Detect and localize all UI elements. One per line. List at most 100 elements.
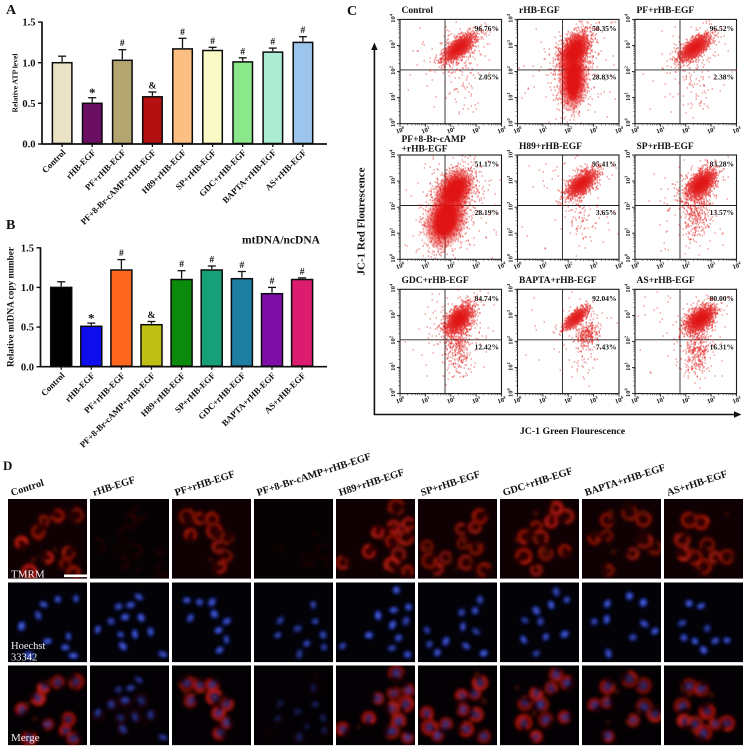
- svg-text:*: *: [89, 85, 96, 100]
- svg-text:104: 104: [389, 13, 397, 23]
- svg-text:#: #: [209, 256, 214, 266]
- svg-text:103: 103: [588, 124, 600, 135]
- svg-text:101: 101: [624, 228, 632, 237]
- svg-text:Control: Control: [402, 6, 434, 16]
- svg-text:&: &: [148, 82, 156, 92]
- svg-text:100: 100: [630, 260, 642, 271]
- svg-text:101: 101: [389, 362, 397, 371]
- svg-text:103: 103: [624, 39, 632, 49]
- svg-text:100: 100: [624, 387, 632, 397]
- svg-text:103: 103: [389, 175, 397, 185]
- svg-text:100: 100: [512, 124, 524, 135]
- svg-text:102: 102: [563, 395, 574, 406]
- svg-text:103: 103: [471, 124, 483, 135]
- svg-text:104: 104: [496, 260, 508, 271]
- svg-text:13.57%: 13.57%: [710, 208, 734, 217]
- svg-text:#: #: [119, 249, 124, 259]
- svg-text:104: 104: [496, 394, 508, 405]
- svg-text:GDC+rHB-EGF: GDC+rHB-EGF: [402, 276, 469, 286]
- svg-text:104: 104: [731, 394, 743, 405]
- svg-text:100: 100: [506, 118, 514, 128]
- svg-text:84.74%: 84.74%: [475, 294, 499, 303]
- svg-text:101: 101: [506, 362, 514, 371]
- svg-text:104: 104: [614, 394, 626, 405]
- svg-text:104: 104: [731, 124, 743, 135]
- svg-text:103: 103: [624, 309, 632, 319]
- svg-text:Merge: Merge: [11, 732, 40, 744]
- svg-text:33342: 33342: [11, 653, 37, 664]
- svg-text:#: #: [240, 261, 245, 271]
- svg-text:102: 102: [446, 260, 457, 271]
- svg-text:A: A: [6, 3, 17, 18]
- svg-text:104: 104: [731, 260, 743, 271]
- svg-text:100: 100: [389, 118, 397, 128]
- svg-text:0.5: 0.5: [21, 323, 34, 334]
- svg-text:BAPTA+rHB-EGF: BAPTA+rHB-EGF: [519, 276, 597, 286]
- svg-text:28.19%: 28.19%: [475, 208, 499, 217]
- svg-text:101: 101: [420, 260, 431, 271]
- svg-text:103: 103: [706, 260, 718, 271]
- svg-text:104: 104: [624, 283, 632, 293]
- svg-text:2.38%: 2.38%: [713, 72, 734, 81]
- svg-text:28.83%: 28.83%: [592, 72, 616, 81]
- svg-text:103: 103: [506, 175, 514, 185]
- svg-text:100: 100: [395, 124, 407, 135]
- svg-text:103: 103: [588, 394, 600, 405]
- svg-text:101: 101: [538, 395, 549, 406]
- svg-text:12.42%: 12.42%: [475, 342, 499, 351]
- svg-text:103: 103: [389, 39, 397, 49]
- svg-text:100: 100: [624, 118, 632, 128]
- svg-text:D: D: [3, 458, 12, 473]
- svg-text:80.00%: 80.00%: [710, 294, 734, 303]
- svg-text:#: #: [210, 37, 215, 47]
- svg-text:#: #: [270, 38, 275, 48]
- svg-text:101: 101: [420, 125, 431, 136]
- svg-text:#: #: [180, 28, 185, 38]
- svg-text:1.5: 1.5: [21, 243, 34, 254]
- svg-text:101: 101: [389, 228, 397, 237]
- svg-text:100: 100: [395, 260, 407, 271]
- svg-text:100: 100: [512, 394, 524, 405]
- svg-text:104: 104: [506, 283, 514, 293]
- svg-text:JC-1 Red Flourescence: JC-1 Red Flourescence: [356, 167, 368, 275]
- svg-text:#: #: [120, 39, 125, 49]
- svg-text:102: 102: [681, 125, 692, 136]
- svg-text:96.52%: 96.52%: [710, 24, 734, 33]
- svg-text:101: 101: [389, 92, 397, 101]
- svg-text:102: 102: [389, 336, 397, 345]
- svg-text:101: 101: [538, 260, 549, 271]
- svg-text:Relative mtDNA copy number: Relative mtDNA copy number: [7, 247, 17, 367]
- svg-text:100: 100: [506, 387, 514, 397]
- svg-text:#: #: [240, 47, 245, 57]
- svg-text:101: 101: [624, 362, 632, 371]
- svg-text:100: 100: [389, 387, 397, 397]
- svg-text:103: 103: [506, 309, 514, 319]
- svg-text:103: 103: [506, 39, 514, 49]
- svg-text:102: 102: [506, 336, 514, 345]
- svg-text:103: 103: [624, 175, 632, 185]
- svg-text:102: 102: [624, 66, 632, 75]
- svg-text:96.76%: 96.76%: [475, 24, 499, 33]
- svg-text:102: 102: [624, 336, 632, 345]
- svg-text:PF+rHB-EGF: PF+rHB-EGF: [637, 6, 695, 16]
- svg-text:3.65%: 3.65%: [596, 208, 617, 217]
- svg-text:102: 102: [506, 66, 514, 75]
- svg-text:101: 101: [655, 260, 666, 271]
- svg-text:83.28%: 83.28%: [710, 160, 734, 169]
- svg-text:104: 104: [624, 149, 632, 159]
- svg-text:102: 102: [563, 125, 574, 136]
- svg-text:104: 104: [614, 124, 626, 135]
- svg-text:101: 101: [655, 395, 666, 406]
- svg-text:100: 100: [395, 394, 407, 405]
- svg-text:100: 100: [512, 260, 524, 271]
- svg-text:102: 102: [446, 125, 457, 136]
- svg-text:#: #: [300, 267, 305, 277]
- svg-text:102: 102: [681, 395, 692, 406]
- svg-text:&: &: [148, 311, 156, 321]
- svg-text:2.05%: 2.05%: [478, 72, 499, 81]
- svg-text:100: 100: [630, 394, 642, 405]
- svg-text:0.0: 0.0: [21, 362, 34, 373]
- svg-text:Relative ATP level: Relative ATP level: [11, 54, 20, 113]
- svg-text:104: 104: [389, 283, 397, 293]
- svg-text:104: 104: [506, 149, 514, 159]
